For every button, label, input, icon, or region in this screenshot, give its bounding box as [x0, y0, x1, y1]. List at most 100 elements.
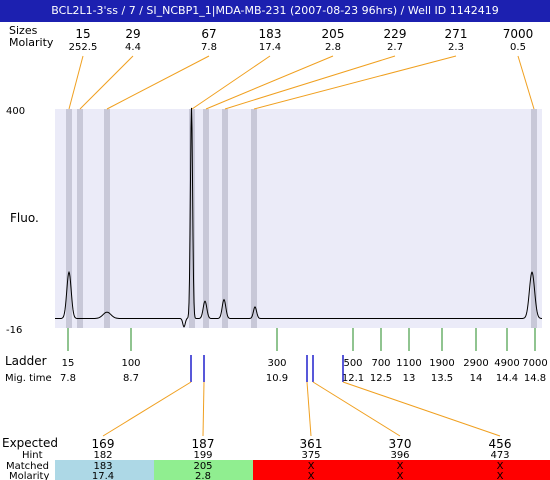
matched-value: X — [397, 461, 404, 472]
hint-value: 199 — [193, 450, 212, 461]
molarity-value: X — [497, 471, 504, 480]
molarity-row-label: Molarity — [9, 36, 54, 49]
plot-area — [55, 109, 542, 328]
peak-connector-4 — [205, 55, 334, 110]
matched-value: X — [308, 461, 315, 472]
expected-table: 16918218317.41871992052.8361375XX370396X… — [92, 437, 512, 480]
ladder-size-label: 300 — [267, 358, 286, 369]
peak-molarity-label: 2.7 — [387, 42, 403, 53]
expected-connector — [312, 381, 401, 437]
expected-value: 370 — [389, 437, 412, 451]
ladder-size-label: 1100 — [396, 358, 421, 369]
matched-value: X — [497, 461, 504, 472]
ladder-time-label: 14 — [470, 373, 483, 384]
hint-row-label: Hint — [22, 450, 43, 461]
hint-value: 375 — [301, 450, 320, 461]
peak-connector-7 — [517, 55, 535, 110]
ladder-time-label: 13 — [403, 373, 416, 384]
molarity-value: 2.8 — [195, 471, 211, 480]
peak-band-7 — [531, 109, 537, 328]
ladder-time-label: 13.5 — [431, 373, 453, 384]
peak-connector-5 — [224, 55, 396, 110]
peak-connector-1 — [79, 55, 134, 110]
peak-molarity-label: 4.4 — [125, 42, 141, 53]
ladder-size-label: 1900 — [429, 358, 454, 369]
y-axis-min-label: -16 — [6, 325, 22, 336]
ladder-row-label: Ladder — [5, 354, 47, 368]
peak-bands — [66, 109, 537, 328]
peak-band-2 — [104, 109, 110, 328]
ladder-time-label: 14.8 — [524, 373, 546, 384]
y-axis-max-label: 400 — [6, 106, 25, 117]
ladder-size-label: 15 — [62, 358, 75, 369]
window-title: BCL2L1-3'ss / 7 / SI_NCBP1_1|MDA-MB-231 … — [0, 0, 550, 22]
ladder-size-label: 500 — [343, 358, 362, 369]
matched-bg-green — [154, 460, 253, 480]
expected-value: 456 — [489, 437, 512, 451]
expected-value: 187 — [192, 437, 215, 451]
expected-connector — [202, 381, 205, 437]
ladder-size-label: 2900 — [463, 358, 488, 369]
ladder-markers: 15 7.8 100 8.7 300 10.9 500 12.1 700 12.5 1100 13 19… — [60, 328, 548, 384]
ladder-time-label: 12.5 — [370, 373, 392, 384]
peak-size-label: 7000 — [503, 27, 534, 41]
molarity-value: X — [308, 471, 315, 480]
peak-molarity-label: 2.8 — [325, 42, 341, 53]
peak-connector-0 — [68, 55, 84, 110]
ladder-size-label: 700 — [371, 358, 390, 369]
peak-band-0 — [66, 109, 72, 328]
expected-connector — [342, 381, 501, 437]
peak-connectors — [68, 55, 535, 110]
hint-value: 182 — [93, 450, 112, 461]
peak-size-label: 29 — [125, 27, 140, 41]
peak-connector-6 — [253, 55, 457, 110]
peak-size-label: 229 — [384, 27, 407, 41]
matched-row-backgrounds — [55, 460, 550, 480]
ladder-size-label: 100 — [121, 358, 140, 369]
peak-molarity-label: 17.4 — [259, 42, 281, 53]
fluorescence-trace — [55, 107, 542, 328]
ladder-time-label: 7.8 — [60, 373, 76, 384]
peak-connector-3 — [191, 55, 271, 110]
peak-molarity-label: 2.3 — [448, 42, 464, 53]
molarity-bottom-row-label: Molarity — [9, 471, 49, 480]
ladder-size-label: 4900 — [494, 358, 519, 369]
hint-value: 396 — [390, 450, 409, 461]
peak-molarity-label: 0.5 — [510, 42, 526, 53]
y-axis-label: Fluo. — [10, 211, 39, 225]
expected-connector — [306, 381, 312, 437]
expected-connector — [102, 381, 192, 437]
peak-size-label: 15 — [75, 27, 90, 41]
matched-bg-red — [253, 460, 550, 480]
peak-size-label: 271 — [445, 27, 468, 41]
ladder-blue-marks — [190, 355, 344, 382]
peak-connector-2 — [106, 55, 210, 110]
ladder-time-label: 8.7 — [123, 373, 139, 384]
peak-band-6 — [251, 109, 257, 328]
peak-size-label: 205 — [322, 27, 345, 41]
peak-band-4 — [203, 109, 209, 328]
expected-value: 169 — [92, 437, 115, 451]
matched-value: 183 — [93, 461, 112, 472]
sizes-row-label: Sizes — [9, 24, 38, 37]
matched-bg-blue — [55, 460, 154, 480]
peak-molarity-label: 252.5 — [69, 42, 98, 53]
ladder-time-label: 10.9 — [266, 373, 288, 384]
hint-value: 473 — [490, 450, 509, 461]
matched-row-label: Matched — [6, 461, 49, 472]
ladder-size-label: 7000 — [522, 358, 547, 369]
peak-size-label: 67 — [201, 27, 216, 41]
peak-size-label: 183 — [259, 27, 282, 41]
molarity-value: X — [397, 471, 404, 480]
peak-band-5 — [222, 109, 228, 328]
peak-molarity-label: 7.8 — [201, 42, 217, 53]
ladder-time-label: 14.4 — [496, 373, 518, 384]
ladder-time-label: 12.1 — [342, 373, 364, 384]
matched-value: 205 — [193, 461, 212, 472]
molarity-value: 17.4 — [92, 471, 114, 480]
peak-band-3 — [189, 109, 195, 328]
mig-time-row-label: Mig. time — [5, 373, 52, 384]
expected-row-label: Expected — [2, 436, 58, 450]
